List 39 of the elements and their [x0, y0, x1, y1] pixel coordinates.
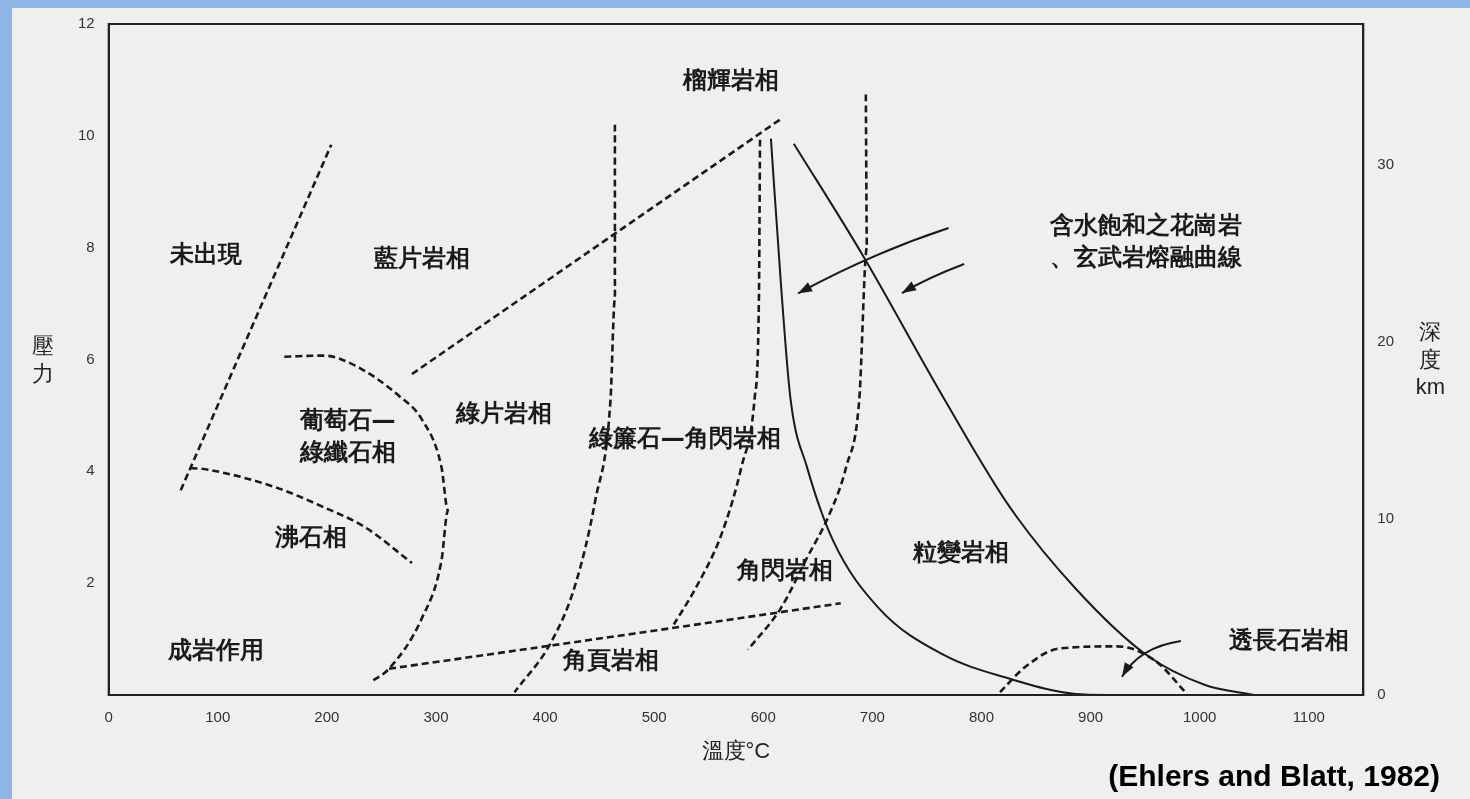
- annotation: 未出現: [168, 240, 243, 269]
- annotation: 榴輝岩相: [681, 65, 779, 94]
- x-tick-label: 700: [859, 708, 885, 726]
- annotation: 綠片岩相: [454, 398, 552, 427]
- y-tick-label: 10: [78, 125, 95, 143]
- x-axis-title: 溫度°C: [701, 737, 771, 765]
- annotation: 含水飽和之花崗岩、玄武岩熔融曲線: [1049, 210, 1244, 271]
- y2-tick-label: 10: [1377, 508, 1394, 526]
- x-tick-label: 1000: [1182, 708, 1217, 726]
- y2-tick-label: 20: [1377, 331, 1394, 349]
- x-tick-label: 200: [314, 708, 340, 726]
- x-tick-label: 600: [750, 708, 776, 726]
- x-tick-label: 400: [532, 708, 558, 726]
- y-tick-label: 12: [78, 14, 95, 32]
- y-tick-label: 8: [86, 237, 95, 255]
- y2-tick-label: 0: [1377, 685, 1386, 703]
- annotation: 沸石相: [273, 522, 347, 551]
- annotation: 綠簾石—角閃岩相: [587, 423, 781, 452]
- y2-tick-label: 30: [1377, 155, 1394, 173]
- annotation: 角閃岩相: [736, 556, 834, 585]
- x-tick-label: 100: [205, 708, 231, 726]
- x-tick-label: 900: [1078, 708, 1104, 726]
- text: (Ehlers and Blatt, 1982): [1108, 759, 1440, 793]
- annotation: 透長石岩相: [1229, 625, 1350, 654]
- annotation: 粒變岩相: [911, 537, 1009, 566]
- annotation: 成岩作用: [166, 635, 264, 664]
- annotation: 藍片岩相: [372, 244, 470, 273]
- y2-axis-title: 深度 km: [1414, 318, 1446, 401]
- x-tick-label: 800: [968, 708, 994, 726]
- x-tick-label: 300: [423, 708, 449, 726]
- y-tick-label: 2: [86, 573, 95, 591]
- x-tick-label: 500: [641, 708, 667, 726]
- x-tick-label: 1100: [1292, 708, 1325, 726]
- annotation: 葡萄石—綠纖石相: [298, 406, 396, 467]
- x-tick-label: 0: [104, 708, 113, 726]
- y-tick-label: 6: [86, 349, 95, 367]
- y-axis-title: 壓力: [31, 332, 55, 387]
- annotation: 角頁岩相: [561, 645, 659, 674]
- y-tick-label: 4: [86, 461, 95, 479]
